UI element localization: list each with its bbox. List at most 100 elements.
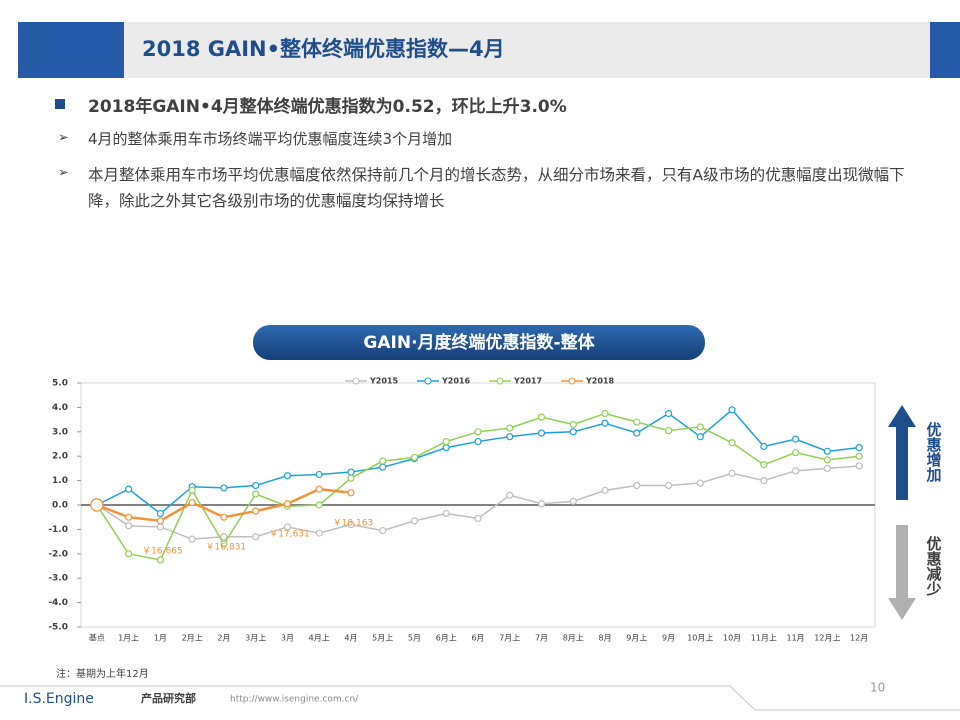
chart: -5.0 -4.0 -3.0 -2.0 -1.0 0.0 1.0 2.0 3.0 4.0 5.0 基点… bbox=[48, 377, 876, 643]
x-tick-label: 11月 bbox=[787, 634, 805, 643]
x-tick-label: 11月上 bbox=[751, 634, 777, 643]
header-band bbox=[124, 22, 930, 78]
point bbox=[188, 486, 196, 494]
point bbox=[315, 485, 323, 493]
point bbox=[315, 529, 323, 537]
y-tick-label: 1.0 bbox=[52, 476, 68, 486]
x-tick-label: 3月 bbox=[281, 634, 294, 643]
arrow-up-label: 优惠增加 bbox=[925, 421, 943, 483]
point bbox=[664, 426, 673, 435]
point bbox=[379, 457, 387, 465]
note: 注：基期为上年12月 bbox=[56, 667, 149, 680]
point bbox=[601, 486, 609, 494]
point bbox=[696, 479, 704, 487]
point bbox=[125, 522, 133, 530]
y-tick-label: -5.0 bbox=[48, 623, 68, 633]
point bbox=[156, 509, 164, 518]
point bbox=[315, 470, 323, 479]
x-tick-label: 3月上 bbox=[245, 634, 266, 643]
point bbox=[188, 498, 196, 507]
legend-label: Y2017 bbox=[513, 377, 542, 386]
annotation: ￥17,631 bbox=[269, 529, 310, 539]
y-tick-label: 5.0 bbox=[52, 379, 68, 389]
point bbox=[156, 556, 164, 564]
point bbox=[220, 540, 228, 548]
series-line bbox=[96, 408, 860, 515]
point bbox=[283, 500, 292, 508]
point bbox=[506, 491, 514, 499]
point bbox=[696, 423, 704, 431]
y-tick-label: -3.0 bbox=[48, 574, 68, 584]
x-tick-label: 1月 bbox=[154, 634, 167, 643]
point bbox=[442, 437, 450, 446]
point bbox=[474, 437, 482, 446]
point bbox=[823, 456, 831, 464]
point bbox=[410, 517, 419, 525]
brand: I.S.Engine bbox=[24, 691, 94, 707]
point bbox=[569, 420, 577, 429]
x-tick-label: 4月上 bbox=[309, 634, 330, 643]
x-tick-label: 7月上 bbox=[499, 634, 520, 643]
x-tick-label: 12月上 bbox=[814, 634, 840, 643]
page-number: 10 bbox=[870, 681, 885, 695]
chart-title-pill bbox=[253, 325, 705, 360]
point bbox=[252, 481, 260, 490]
point bbox=[633, 418, 641, 426]
x-tick-label: 2月 bbox=[217, 634, 230, 643]
bullet-arrow: ➢ bbox=[58, 166, 69, 181]
point bbox=[728, 469, 736, 477]
point bbox=[442, 444, 450, 452]
annotation: ￥16,831 bbox=[206, 543, 247, 553]
arrow-down bbox=[888, 525, 916, 620]
y-tick-label: 4.0 bbox=[52, 403, 68, 413]
x-tick-label: 8月 bbox=[598, 634, 611, 643]
point bbox=[252, 490, 260, 498]
point bbox=[728, 406, 736, 414]
x-tick-label: 10月上 bbox=[687, 634, 713, 643]
point bbox=[855, 444, 863, 452]
point bbox=[347, 474, 355, 482]
point bbox=[760, 461, 768, 469]
point bbox=[855, 462, 863, 470]
arrow-down-label: 优惠减少 bbox=[925, 535, 943, 596]
header-title: 2018 GAIN•整体终端优惠指数—4月 bbox=[142, 37, 505, 61]
point bbox=[252, 533, 260, 541]
point bbox=[156, 517, 164, 525]
point bbox=[506, 424, 514, 432]
header-block bbox=[930, 22, 960, 78]
point bbox=[474, 514, 482, 523]
point bbox=[125, 485, 133, 493]
point bbox=[125, 550, 133, 558]
point bbox=[379, 463, 387, 471]
x-tick-label: 7月 bbox=[535, 634, 548, 643]
point bbox=[696, 433, 704, 441]
bullet-square bbox=[55, 99, 65, 109]
x-tick-label: 9月上 bbox=[626, 634, 647, 643]
point bbox=[569, 428, 577, 436]
legend-marker bbox=[424, 377, 432, 385]
legend-label: Y2016 bbox=[441, 377, 470, 386]
point bbox=[347, 468, 355, 476]
point bbox=[823, 447, 831, 455]
point bbox=[188, 535, 196, 543]
legend-marker bbox=[496, 377, 504, 385]
point bbox=[791, 435, 800, 443]
point bbox=[760, 477, 768, 485]
point bbox=[252, 507, 260, 515]
x-tick-label: 12月 bbox=[850, 634, 868, 643]
x-tick-label: 5月上 bbox=[372, 634, 393, 643]
point bbox=[601, 409, 609, 418]
point bbox=[537, 413, 546, 421]
point bbox=[633, 429, 641, 437]
annotation: ￥16,665 bbox=[142, 546, 183, 556]
y-tick-label: -1.0 bbox=[48, 525, 68, 535]
legend-marker bbox=[568, 377, 576, 385]
point bbox=[823, 464, 831, 472]
arrow-up bbox=[888, 405, 916, 500]
point bbox=[537, 429, 546, 437]
y-tick-label: 0.0 bbox=[52, 501, 68, 511]
x-tick-label: 4月 bbox=[344, 634, 357, 643]
x-tick-label: 6月上 bbox=[436, 634, 457, 643]
